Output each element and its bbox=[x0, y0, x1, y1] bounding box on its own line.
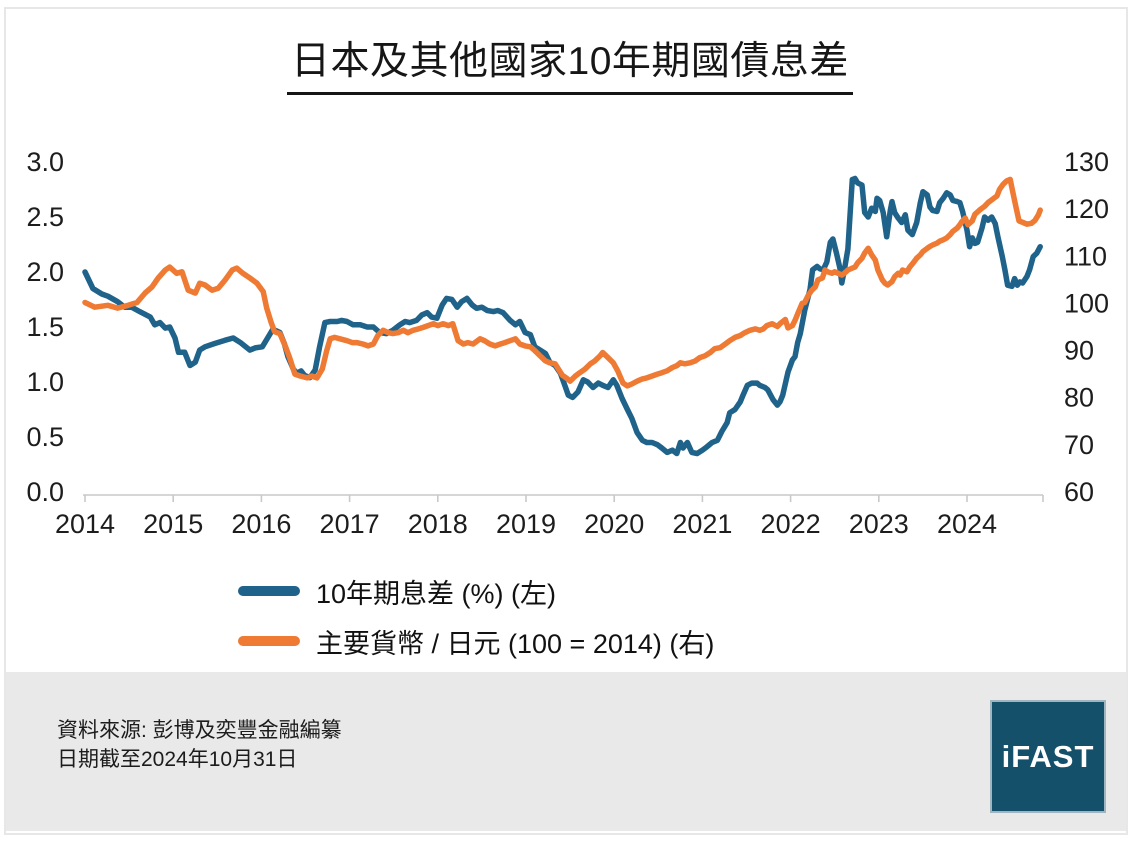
source-line: 資料來源: 彭博及奕豐金融編纂 bbox=[57, 719, 342, 742]
x-tick-label: 2022 bbox=[761, 509, 821, 539]
legend-item-spread: 10年期息差 (%) (左) bbox=[238, 566, 714, 616]
left-tick-label: 1.0 bbox=[26, 367, 64, 397]
x-tick-label: 2020 bbox=[584, 509, 644, 539]
legend-item-currency: 主要貨幣 / 日元 (100 = 2014) (右) bbox=[238, 616, 714, 666]
x-tick-label: 2023 bbox=[849, 509, 909, 539]
right-tick-label: 60 bbox=[1064, 477, 1094, 507]
series-line-currency bbox=[82, 176, 1043, 389]
left-tick-label: 2.0 bbox=[26, 257, 64, 287]
right-tick-label: 80 bbox=[1064, 383, 1094, 413]
x-tick-label: 2015 bbox=[143, 509, 203, 539]
left-tick-label: 2.5 bbox=[26, 202, 64, 232]
series-line-spread bbox=[82, 175, 1043, 457]
left-tick-label: 0.5 bbox=[26, 422, 64, 452]
footer-text: 資料來源: 彭博及奕豐金融編纂 日期截至2024年10月31日 bbox=[57, 716, 342, 774]
x-tick-label: 2019 bbox=[496, 509, 556, 539]
chart-title-wrap: 日本及其他國家10年期國債息差 bbox=[0, 30, 1140, 95]
right-tick-label: 110 bbox=[1064, 241, 1107, 271]
footer-band: 資料來源: 彭博及奕豐金融編纂 日期截至2024年10月31日 iFAST bbox=[6, 672, 1126, 831]
x-tick-label: 2014 bbox=[55, 509, 115, 539]
x-tick-label: 2016 bbox=[231, 509, 291, 539]
chart-title: 日本及其他國家10年期國債息差 bbox=[287, 30, 853, 95]
ifast-logo: iFAST bbox=[990, 700, 1106, 813]
as-of-date-line: 日期截至2024年10月31日 bbox=[57, 748, 298, 771]
ifast-logo-text: iFAST bbox=[1001, 738, 1095, 774]
x-tick-label: 2018 bbox=[408, 509, 468, 539]
legend-marker-currency-line bbox=[238, 636, 300, 646]
x-tick-label: 2021 bbox=[672, 509, 732, 539]
left-tick-label: 3.0 bbox=[26, 147, 64, 177]
x-tick-label: 2017 bbox=[320, 509, 380, 539]
left-tick-label: 0.0 bbox=[26, 477, 64, 507]
legend-marker-spread-line bbox=[238, 586, 300, 596]
right-tick-label: 100 bbox=[1064, 288, 1109, 318]
right-tick-label: 120 bbox=[1064, 194, 1109, 224]
right-tick-label: 130 bbox=[1064, 147, 1109, 177]
left-tick-label: 1.5 bbox=[26, 312, 64, 342]
right-tick-label: 90 bbox=[1064, 336, 1094, 366]
chart-legend: 10年期息差 (%) (左) 主要貨幣 / 日元 (100 = 2014) (右… bbox=[238, 566, 714, 666]
right-tick-label: 70 bbox=[1064, 430, 1094, 460]
legend-label-spread: 10年期息差 (%) (左) bbox=[316, 578, 557, 609]
legend-label-currency: 主要貨幣 / 日元 (100 = 2014) (右) bbox=[316, 628, 715, 659]
x-tick-label: 2024 bbox=[937, 509, 997, 539]
